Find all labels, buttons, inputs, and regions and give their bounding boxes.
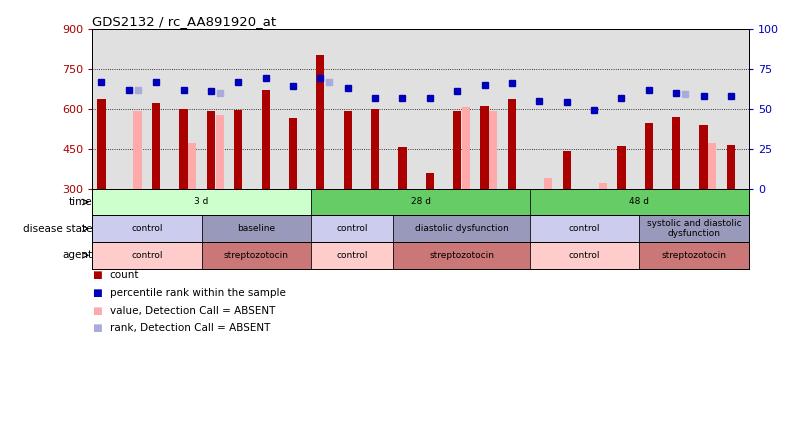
Text: streptozotocin: streptozotocin <box>223 251 289 260</box>
Bar <box>393 215 530 242</box>
Text: control: control <box>336 224 368 233</box>
Text: ■: ■ <box>92 323 102 333</box>
Bar <box>425 173 434 189</box>
Text: ■: ■ <box>92 270 102 280</box>
Bar <box>215 115 223 189</box>
Bar <box>530 189 749 215</box>
Bar <box>639 242 749 269</box>
Text: control: control <box>569 224 601 233</box>
Text: 3 d: 3 d <box>195 198 209 206</box>
Bar <box>453 111 461 189</box>
Bar <box>261 90 270 189</box>
Text: control: control <box>131 251 163 260</box>
Bar <box>598 183 607 189</box>
Bar <box>92 215 202 242</box>
Bar <box>311 215 393 242</box>
Text: ■: ■ <box>92 288 102 298</box>
Bar <box>481 106 489 189</box>
Bar <box>344 111 352 189</box>
Bar <box>311 242 393 269</box>
Text: rank, Detection Call = ABSENT: rank, Detection Call = ABSENT <box>110 323 270 333</box>
Bar <box>462 107 470 189</box>
Text: control: control <box>569 251 601 260</box>
Text: percentile rank within the sample: percentile rank within the sample <box>110 288 286 298</box>
Text: streptozotocin: streptozotocin <box>662 251 727 260</box>
Bar <box>134 111 142 189</box>
Text: time: time <box>69 197 92 207</box>
Bar <box>316 56 324 189</box>
Text: agent: agent <box>62 250 92 260</box>
Bar <box>672 117 680 189</box>
Bar <box>92 242 202 269</box>
Bar <box>708 143 716 189</box>
Text: diastolic dysfunction: diastolic dysfunction <box>415 224 509 233</box>
Bar <box>727 145 735 189</box>
Bar <box>179 109 187 189</box>
Text: 48 d: 48 d <box>630 198 650 206</box>
Bar <box>562 151 571 189</box>
Bar <box>645 123 653 189</box>
Text: disease state: disease state <box>22 224 92 234</box>
Bar <box>207 111 215 189</box>
Bar <box>544 178 552 189</box>
Bar <box>508 99 516 189</box>
Bar <box>530 242 639 269</box>
Bar <box>202 215 311 242</box>
Bar <box>639 215 749 242</box>
Bar <box>92 189 311 215</box>
Bar <box>530 215 639 242</box>
Text: count: count <box>110 270 139 280</box>
Text: baseline: baseline <box>237 224 276 233</box>
Text: streptozotocin: streptozotocin <box>429 251 494 260</box>
Bar <box>699 125 707 189</box>
Bar <box>489 111 497 189</box>
Bar <box>202 242 311 269</box>
Text: ■: ■ <box>92 305 102 316</box>
Bar <box>289 118 297 189</box>
Bar <box>393 242 530 269</box>
Bar <box>371 109 379 189</box>
Bar <box>234 110 243 189</box>
Bar <box>311 189 530 215</box>
Bar <box>97 99 106 189</box>
Bar <box>188 143 196 189</box>
Text: control: control <box>336 251 368 260</box>
Bar <box>398 147 407 189</box>
Bar <box>618 146 626 189</box>
Text: value, Detection Call = ABSENT: value, Detection Call = ABSENT <box>110 305 275 316</box>
Bar <box>152 103 160 189</box>
Text: GDS2132 / rc_AA891920_at: GDS2132 / rc_AA891920_at <box>92 15 276 28</box>
Text: systolic and diastolic
dysfunction: systolic and diastolic dysfunction <box>647 219 742 238</box>
Text: control: control <box>131 224 163 233</box>
Text: 28 d: 28 d <box>411 198 430 206</box>
